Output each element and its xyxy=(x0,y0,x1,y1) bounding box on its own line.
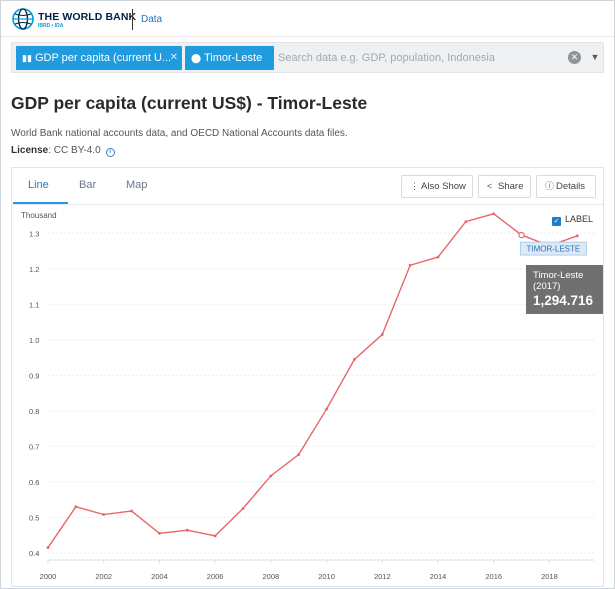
license-label: License xyxy=(11,145,49,156)
top-bar: THE WORLD BANK IBRD • IDA Data xyxy=(1,1,614,37)
y-tick-label: 1.1 xyxy=(29,300,39,309)
x-tick-label: 2004 xyxy=(151,572,168,581)
data-point xyxy=(158,531,161,535)
data-point xyxy=(464,220,468,223)
indicator-chip[interactable]: ▮▮ GDP per capita (current U... ✕ xyxy=(16,46,182,70)
x-tick-label: 2006 xyxy=(207,572,224,581)
also-show-label: Also Show xyxy=(421,181,466,192)
y-tick-label: 1.2 xyxy=(29,265,39,274)
logo-subtext: IBRD • IDA xyxy=(38,23,64,29)
info-circle-icon: ⓘ xyxy=(545,181,555,191)
info-icon[interactable]: i xyxy=(105,148,115,157)
source-text: World Bank national accounts data, and O… xyxy=(11,128,348,139)
x-tick-label: 2008 xyxy=(263,572,280,581)
remove-indicator-icon[interactable]: ✕ xyxy=(169,52,178,63)
x-tick-label: 2000 xyxy=(40,572,57,581)
y-tick-label: 0.9 xyxy=(29,371,39,380)
data-point xyxy=(436,255,440,259)
x-tick-label: 2002 xyxy=(95,572,112,581)
data-point xyxy=(74,505,78,509)
x-tick-label: 2014 xyxy=(430,572,447,581)
x-tick-label: 2018 xyxy=(541,572,558,581)
data-point xyxy=(46,546,50,549)
data-point xyxy=(353,357,356,361)
search-input[interactable] xyxy=(278,47,563,69)
active-tab-indicator xyxy=(13,202,68,204)
data-point xyxy=(325,407,328,411)
series-line-timor-leste xyxy=(47,213,578,548)
indicator-chip-label: GDP per capita (current U... xyxy=(34,52,172,64)
label-toggle-text: LABEL xyxy=(565,214,594,224)
page-title: GDP per capita (current US$) - Timor-Les… xyxy=(11,93,368,113)
search-bar: ▮▮ GDP per capita (current U... ✕ ⬤ Timo… xyxy=(11,42,604,73)
tab-map[interactable]: Map xyxy=(126,179,148,191)
chart-tabs: Line Bar Map ⋮ Also Show < Share ⓘ Details xyxy=(12,168,603,205)
also-show-button[interactable]: ⋮ Also Show xyxy=(401,175,473,198)
clear-search-icon[interactable]: ✕ xyxy=(568,51,581,64)
series-label-text: TIMOR-LESTE xyxy=(526,245,580,254)
y-tick-label: 1.3 xyxy=(29,229,39,238)
data-point xyxy=(518,231,525,239)
data-point xyxy=(380,333,384,336)
data-point xyxy=(575,234,579,238)
data-point xyxy=(241,507,245,510)
country-chip[interactable]: ⬤ Timor-Leste xyxy=(185,46,274,70)
data-point xyxy=(185,528,189,532)
vertical-dots-icon: ⋮ xyxy=(410,181,419,191)
y-tick-label: 0.5 xyxy=(29,513,39,522)
bar-chart-icon: ▮▮ xyxy=(22,53,32,63)
logo-text[interactable]: THE WORLD BANK xyxy=(38,11,137,23)
tooltip-country: Timor-Leste xyxy=(533,270,584,281)
data-point xyxy=(102,513,106,516)
country-chip-label: Timor-Leste xyxy=(203,52,263,64)
tooltip-value: 1,294.716 xyxy=(533,293,594,308)
data-point xyxy=(492,212,496,216)
details-label: Details xyxy=(556,181,586,192)
line-chart: Thousand 0.4 0.5 0.6 0.7 0.8 0.9 1.0 1.1 1.2 1.3 20… xyxy=(21,211,594,581)
chevron-down-icon[interactable]: ▼ xyxy=(590,52,600,62)
checkbox-checked-icon: ✓ xyxy=(552,217,561,226)
license-line: License: CC BY-4.0 i xyxy=(11,145,115,157)
x-tick-label: 2012 xyxy=(374,572,391,581)
location-pin-icon: ⬤ xyxy=(191,53,202,63)
data-point xyxy=(213,534,217,538)
data-link[interactable]: Data xyxy=(141,14,163,25)
tooltip: Timor-Leste (2017) 1,294.716 xyxy=(526,265,603,314)
y-tick-label: 1.0 xyxy=(29,336,39,345)
tooltip-year: (2017) xyxy=(533,281,561,292)
x-tick-label: 2016 xyxy=(485,572,502,581)
chart-panel: Line Bar Map ⋮ Also Show < Share ⓘ Details … xyxy=(11,167,604,587)
data-point xyxy=(408,263,412,267)
share-button[interactable]: < Share xyxy=(478,175,531,198)
data-point xyxy=(130,509,133,513)
license-value: : CC BY-4.0 xyxy=(48,145,101,156)
data-point xyxy=(297,453,301,456)
y-tick-label: 0.8 xyxy=(29,407,39,416)
tab-bar[interactable]: Bar xyxy=(79,179,97,191)
data-point xyxy=(269,474,273,478)
y-tick-label: 0.6 xyxy=(29,478,39,487)
details-button[interactable]: ⓘ Details xyxy=(536,175,596,198)
series-label-box xyxy=(519,241,587,256)
label-toggle[interactable]: ✓ LABEL xyxy=(552,214,593,226)
world-bank-globe-icon xyxy=(12,8,34,30)
x-tick-label: 2010 xyxy=(318,572,335,581)
y-axis-label: Thousand xyxy=(21,211,57,220)
share-icon: < xyxy=(487,181,493,191)
tab-line[interactable]: Line xyxy=(28,179,49,191)
y-tick-label: 0.4 xyxy=(29,549,39,558)
logo-divider xyxy=(132,9,133,30)
share-label: Share xyxy=(498,181,524,192)
y-tick-label: 0.7 xyxy=(29,442,39,451)
